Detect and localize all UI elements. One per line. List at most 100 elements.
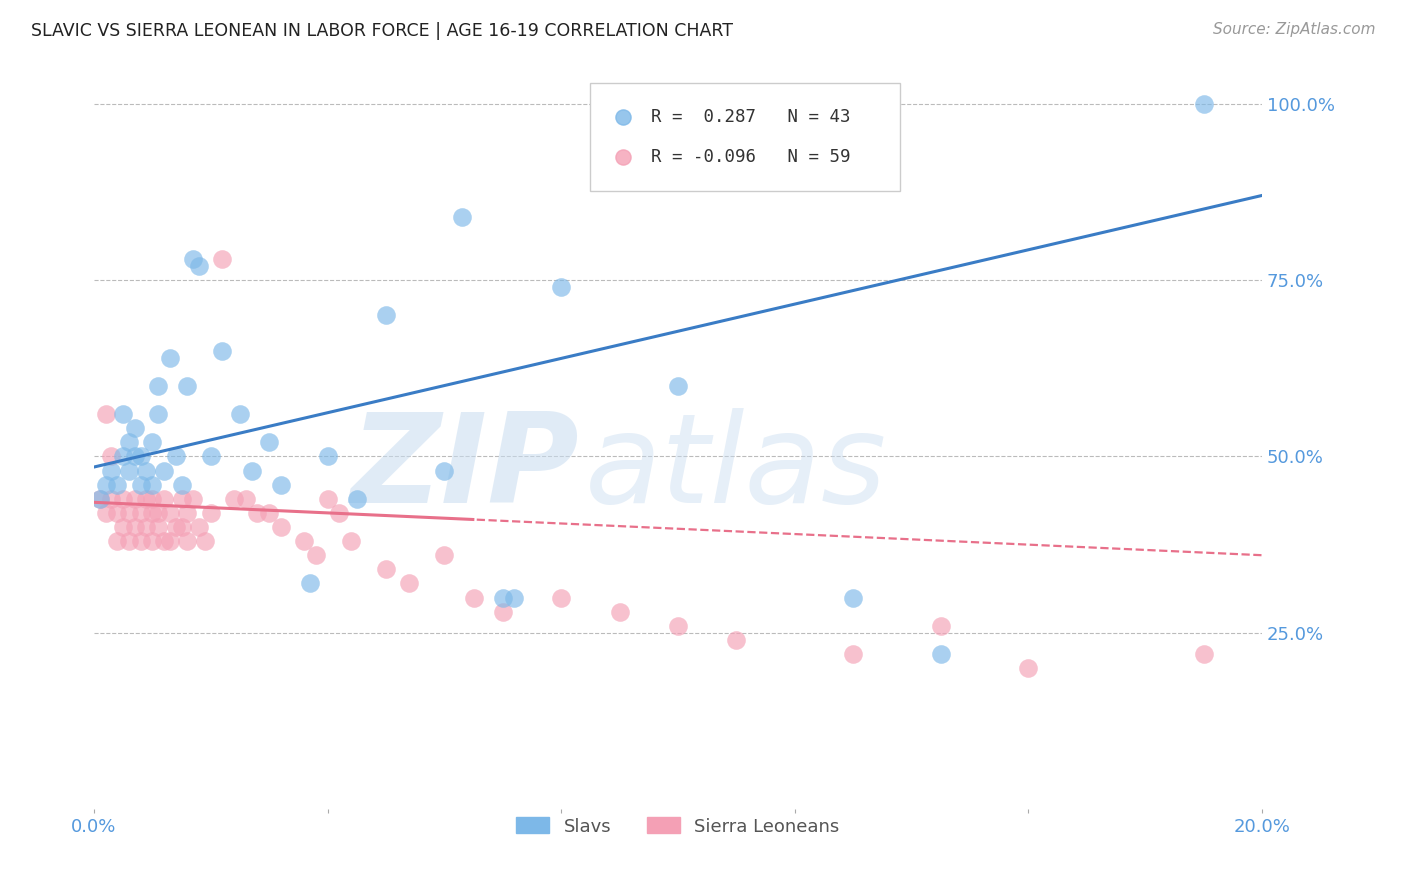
Point — [112, 450, 135, 464]
Point — [170, 520, 193, 534]
Point — [129, 534, 152, 549]
Point — [118, 506, 141, 520]
Point — [929, 619, 952, 633]
Point — [550, 591, 572, 605]
Point — [141, 435, 163, 450]
Point — [153, 534, 176, 549]
Point — [842, 591, 865, 605]
Point — [124, 520, 146, 534]
Point — [176, 506, 198, 520]
Point — [292, 534, 315, 549]
Point — [270, 477, 292, 491]
Point — [305, 548, 328, 562]
Point — [100, 464, 122, 478]
Point — [374, 309, 396, 323]
Point — [135, 520, 157, 534]
Point — [492, 605, 515, 619]
Point — [181, 252, 204, 266]
Text: Source: ZipAtlas.com: Source: ZipAtlas.com — [1212, 22, 1375, 37]
Point — [463, 591, 485, 605]
Point — [257, 506, 280, 520]
Point — [94, 506, 117, 520]
Point — [433, 548, 456, 562]
Point — [1192, 96, 1215, 111]
Point — [842, 647, 865, 661]
Point — [159, 506, 181, 520]
Point — [298, 576, 321, 591]
Point — [141, 477, 163, 491]
Point — [141, 506, 163, 520]
Point — [188, 259, 211, 273]
Point — [503, 591, 526, 605]
Point — [211, 252, 233, 266]
Point — [211, 343, 233, 358]
Point — [135, 491, 157, 506]
Point — [124, 421, 146, 435]
Point — [89, 491, 111, 506]
Point — [141, 534, 163, 549]
Point — [316, 450, 339, 464]
Point — [89, 491, 111, 506]
Point — [609, 605, 631, 619]
Point — [666, 619, 689, 633]
Point — [270, 520, 292, 534]
Legend: Slavs, Sierra Leoneans: Slavs, Sierra Leoneans — [508, 808, 848, 845]
Point — [105, 506, 128, 520]
Point — [222, 491, 245, 506]
Point — [165, 450, 187, 464]
Point — [112, 491, 135, 506]
Point — [725, 632, 748, 647]
Point — [118, 464, 141, 478]
Text: R =  0.287   N = 43: R = 0.287 N = 43 — [651, 108, 851, 126]
Point — [159, 351, 181, 365]
Point — [246, 506, 269, 520]
Point — [129, 506, 152, 520]
Point — [112, 407, 135, 421]
Point — [94, 407, 117, 421]
Point — [194, 534, 217, 549]
Point — [450, 210, 472, 224]
Point — [200, 506, 222, 520]
Point — [176, 379, 198, 393]
Point — [129, 477, 152, 491]
Point — [346, 491, 368, 506]
Text: R = -0.096   N = 59: R = -0.096 N = 59 — [651, 148, 851, 167]
Point — [105, 534, 128, 549]
Point — [1192, 647, 1215, 661]
Point — [398, 576, 420, 591]
Point — [176, 534, 198, 549]
Point — [146, 379, 169, 393]
Point — [229, 407, 252, 421]
Point — [181, 491, 204, 506]
FancyBboxPatch shape — [591, 83, 900, 191]
Point — [1017, 661, 1039, 675]
Point — [240, 464, 263, 478]
Point — [929, 647, 952, 661]
Point — [146, 520, 169, 534]
Text: ZIP: ZIP — [350, 408, 579, 529]
Point — [235, 491, 257, 506]
Point — [433, 464, 456, 478]
Point — [153, 464, 176, 478]
Text: SLAVIC VS SIERRA LEONEAN IN LABOR FORCE | AGE 16-19 CORRELATION CHART: SLAVIC VS SIERRA LEONEAN IN LABOR FORCE … — [31, 22, 733, 40]
Point — [124, 491, 146, 506]
Point — [146, 506, 169, 520]
Point — [374, 562, 396, 576]
Point — [188, 520, 211, 534]
Point — [112, 520, 135, 534]
Point — [100, 491, 122, 506]
Point — [94, 477, 117, 491]
Point — [340, 534, 363, 549]
Point — [316, 491, 339, 506]
Text: atlas: atlas — [585, 408, 887, 529]
Point — [492, 591, 515, 605]
Point — [124, 450, 146, 464]
Point — [118, 435, 141, 450]
Point — [118, 534, 141, 549]
Point — [200, 450, 222, 464]
Point — [170, 491, 193, 506]
Point — [135, 464, 157, 478]
Point — [159, 534, 181, 549]
Point — [165, 520, 187, 534]
Point — [550, 280, 572, 294]
